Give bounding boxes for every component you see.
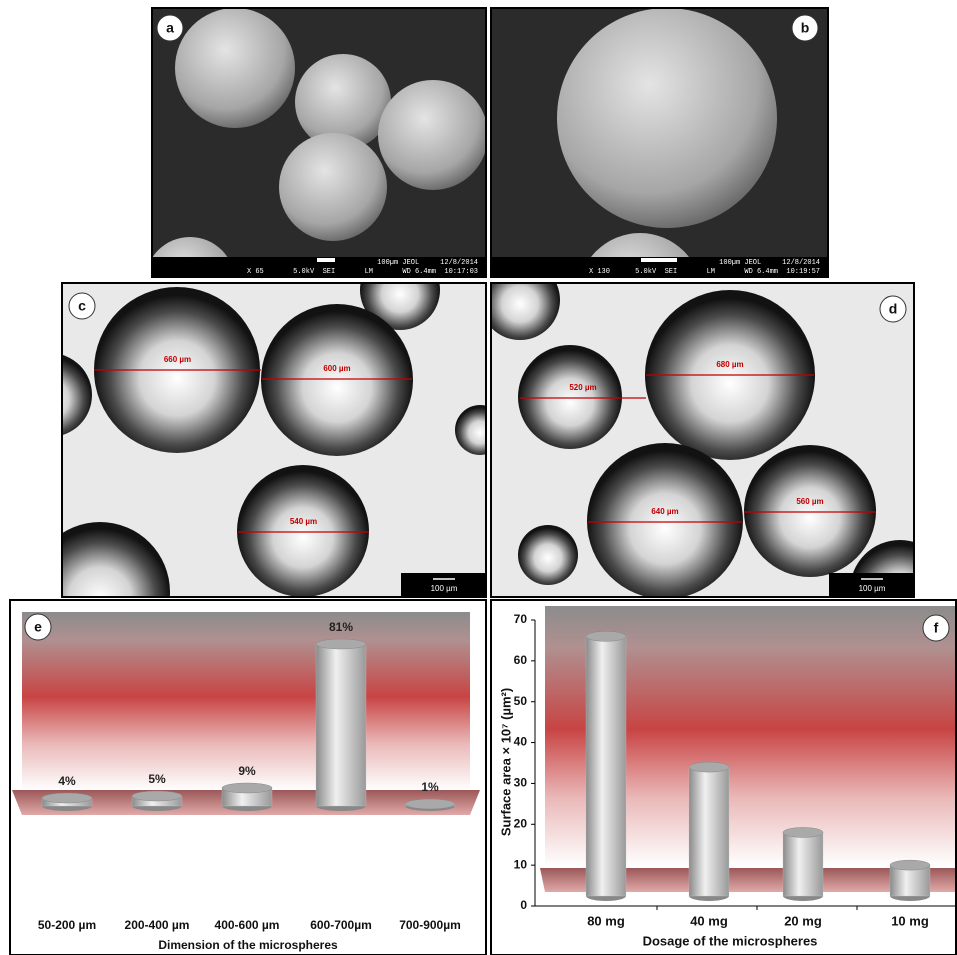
microsphere <box>261 304 413 456</box>
x-tick-label: 10 mg <box>891 913 929 928</box>
cylinder-top <box>132 791 182 801</box>
x-tick-label: 40 mg <box>690 913 728 928</box>
microsphere <box>237 465 369 597</box>
panel-label: c <box>78 298 86 314</box>
microsphere <box>279 133 387 241</box>
y-tick-label: 10 <box>514 857 528 871</box>
y-tick-label: 70 <box>514 612 528 626</box>
value-label: 1% <box>421 780 439 794</box>
info-text: 100µm JEOL 12/8/2014 <box>377 259 478 267</box>
microsphere <box>557 8 777 228</box>
x-tick-label: 20 mg <box>784 913 822 928</box>
cylinder-top <box>890 860 930 870</box>
y-tick-label: 0 <box>520 898 527 912</box>
microsphere <box>587 443 743 599</box>
y-tick-label: 30 <box>514 776 528 790</box>
panel-label: d <box>889 301 898 317</box>
diameter-label: 540 µm <box>290 517 317 526</box>
microsphere <box>518 345 622 449</box>
value-label: 4% <box>58 774 76 788</box>
scale-bar <box>641 258 677 262</box>
info-text: X 130 5.0kV SEI LM WD 6.4mm 10:19:57 <box>589 268 820 276</box>
cylinder-top <box>222 783 272 793</box>
x-axis-label: Dimension of the microspheres <box>158 938 338 952</box>
microsphere <box>378 80 488 190</box>
microsphere <box>744 445 876 577</box>
microsphere <box>518 525 578 585</box>
x-tick-label: 600-700µm <box>310 918 372 932</box>
cylinder-top <box>783 827 823 837</box>
diameter-label: 680 µm <box>716 360 743 369</box>
y-tick-label: 40 <box>514 735 528 749</box>
x-axis-label: Dosage of the microspheres <box>643 933 818 948</box>
cylinder-top <box>42 793 92 803</box>
microsphere <box>175 8 295 128</box>
scale-label: 100 µm <box>859 584 886 593</box>
panel-label: a <box>166 20 174 36</box>
cylinder-top <box>689 762 729 772</box>
diameter-label: 660 µm <box>164 355 191 364</box>
panel-label: e <box>34 619 42 635</box>
x-tick-label: 80 mg <box>587 913 625 928</box>
panel-label: b <box>801 20 810 36</box>
info-text: 100µm JEOL 12/8/2014 <box>719 259 820 267</box>
value-label: 9% <box>238 764 256 778</box>
value-label: 5% <box>148 772 166 786</box>
diameter-label: 560 µm <box>796 497 823 506</box>
bar <box>316 644 366 806</box>
y-axis-label: Surface area × 10⁷ (µm²) <box>498 688 513 836</box>
bar <box>689 767 729 896</box>
diameter-label: 520 µm <box>569 383 596 392</box>
x-tick-label: 400-600 µm <box>215 918 280 932</box>
x-tick-label: 700-900µm <box>399 918 461 932</box>
x-tick-label: 200-400 µm <box>125 918 190 932</box>
y-tick-label: 50 <box>514 694 528 708</box>
figure: 100µm JEOL 12/8/2014X 65 5.0kV SEI LM WD… <box>0 0 957 955</box>
y-tick-label: 60 <box>514 653 528 667</box>
cylinder-top <box>586 631 626 641</box>
panel-content: 520 µm 680 µm 640 µm 560 µm 100 µm <box>480 260 950 640</box>
info-text: X 65 5.0kV SEI LM WD 6.4mm 10:17:03 <box>247 268 478 276</box>
y-tick-label: 20 <box>514 816 528 830</box>
scale-label: 100 µm <box>431 584 458 593</box>
diameter-label: 600 µm <box>323 364 350 373</box>
x-tick-label: 50-200 µm <box>38 918 96 932</box>
scale-bar <box>317 258 335 262</box>
value-label: 81% <box>329 620 353 634</box>
bar <box>783 832 823 896</box>
diameter-label: 640 µm <box>651 507 678 516</box>
bar <box>586 636 626 896</box>
cylinder-top <box>316 639 366 649</box>
panel-label: f <box>934 620 939 636</box>
cylinder-top <box>405 799 455 809</box>
microsphere <box>8 353 92 437</box>
